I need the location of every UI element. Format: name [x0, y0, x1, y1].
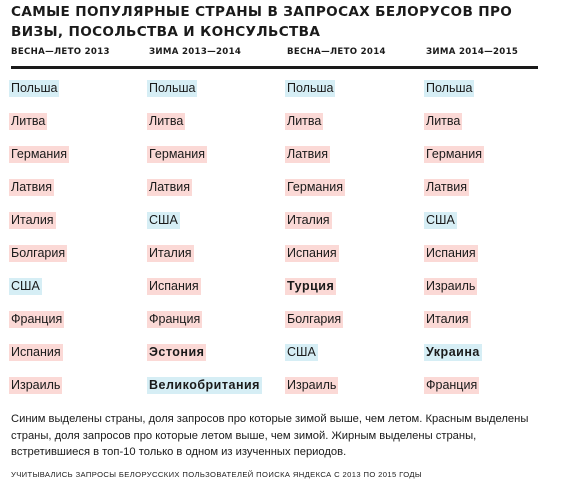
- country-cell: Литва: [424, 113, 463, 130]
- country-cell: Израиль: [424, 278, 478, 295]
- country-cell: Италия: [424, 311, 471, 328]
- country-cell: Польша: [147, 80, 198, 97]
- country-cell: Франция: [9, 311, 65, 328]
- column-header-4: ЗИМА 2014—2015: [426, 47, 519, 57]
- country-cell: Литва: [285, 113, 324, 130]
- country-cell: Латвия: [9, 179, 54, 196]
- country-cell: Латвия: [285, 146, 330, 163]
- country-cell: Украина: [424, 344, 482, 361]
- country-cell: Германия: [285, 179, 346, 196]
- country-cell: Латвия: [424, 179, 469, 196]
- country-cell: Польша: [424, 80, 475, 97]
- country-cell: Латвия: [147, 179, 192, 196]
- country-cell: Испания: [9, 344, 63, 361]
- country-cell: Литва: [9, 113, 48, 130]
- country-cell: Италия: [285, 212, 332, 229]
- chart-title: САМЫЕ ПОПУЛЯРНЫЕ СТРАНЫ В ЗАПРОСАХ БЕЛОР…: [11, 4, 513, 40]
- header-rule: [11, 66, 538, 69]
- country-cell: Израиль: [285, 377, 339, 394]
- country-cell: Франция: [424, 377, 480, 394]
- country-cell: Германия: [9, 146, 70, 163]
- country-cell: США: [9, 278, 42, 295]
- country-cell: Болгария: [9, 245, 68, 262]
- legend-note: Синим выделены страны, доля запросов про…: [11, 413, 529, 458]
- country-cell: Италия: [9, 212, 56, 229]
- source-note: УЧИТЫВАЛИСЬ ЗАПРОСЫ БЕЛОРУССКИХ ПОЛЬЗОВА…: [11, 470, 423, 479]
- country-cell: Польша: [9, 80, 60, 97]
- country-cell: Израиль: [9, 377, 63, 394]
- country-cell: Франция: [147, 311, 203, 328]
- country-cell: Эстония: [147, 344, 207, 361]
- country-cell: Болгария: [285, 311, 344, 328]
- country-cell: Испания: [285, 245, 339, 262]
- country-cell: Великобритания: [147, 377, 262, 394]
- country-cell: Германия: [424, 146, 485, 163]
- country-cell: Германия: [147, 146, 208, 163]
- column-header-1: ВЕСНА—ЛЕТО 2013: [11, 47, 110, 57]
- country-cell: Испания: [147, 278, 201, 295]
- country-cell: США: [285, 344, 318, 361]
- country-cell: Литва: [147, 113, 186, 130]
- country-cell: Турция: [285, 278, 337, 295]
- country-cell: Италия: [147, 245, 194, 262]
- country-cell: Испания: [424, 245, 478, 262]
- country-cell: США: [424, 212, 457, 229]
- column-header-2: ЗИМА 2013—2014: [149, 47, 242, 57]
- country-cell: США: [147, 212, 180, 229]
- country-cell: Польша: [285, 80, 336, 97]
- column-header-3: ВЕСНА—ЛЕТО 2014: [287, 47, 386, 57]
